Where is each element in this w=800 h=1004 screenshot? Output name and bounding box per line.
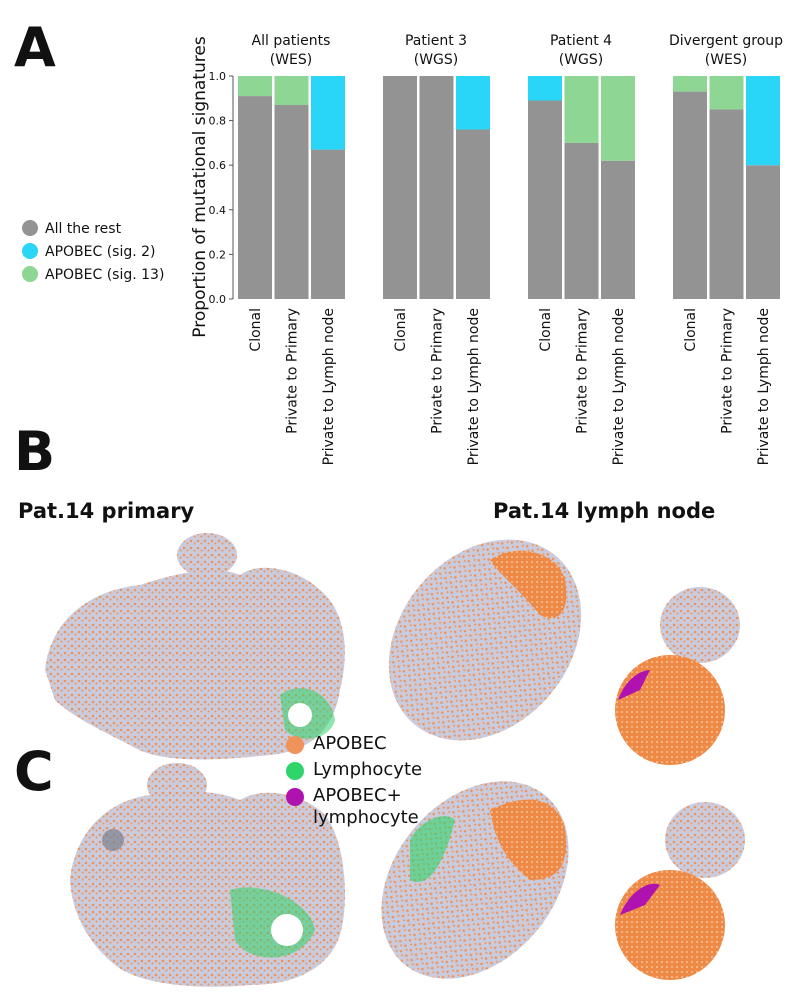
legend-swatch xyxy=(286,762,304,780)
bar-segment xyxy=(709,109,744,299)
bar-segment xyxy=(601,160,635,299)
bar-segment xyxy=(746,76,780,166)
bar-segment xyxy=(528,100,562,299)
bar-segment xyxy=(238,96,272,299)
group-subtitle: (WES) xyxy=(705,52,748,68)
group-subtitle: (WES) xyxy=(270,52,313,68)
image-title: Pat.14 lymph node xyxy=(493,499,715,523)
bar-segment xyxy=(311,76,345,150)
group-title: Divergent group xyxy=(669,33,783,49)
x-tick-label: Clonal xyxy=(248,308,264,352)
panel-letter: C xyxy=(14,740,54,803)
legend-swatch xyxy=(22,220,38,236)
group-title: Patient 3 xyxy=(405,33,467,49)
bar-segment xyxy=(746,165,780,299)
y-tick-label: 0.2 xyxy=(209,248,227,261)
legend-label: APOBEC+ lymphocyte xyxy=(313,785,419,828)
bar-segment xyxy=(383,76,417,299)
legend-label: Lymphocyte xyxy=(313,759,423,780)
bar-segment xyxy=(601,76,635,161)
y-tick-label: 0.4 xyxy=(209,204,227,217)
legend-label: APOBEC xyxy=(313,733,387,754)
y-tick-label: 0.6 xyxy=(209,159,227,172)
bar-segment xyxy=(528,76,562,101)
legend-label: APOBEC (sig. 13) xyxy=(45,267,164,283)
x-tick-label: Clonal xyxy=(683,308,699,352)
x-tick-label: Private to Lymph node xyxy=(611,308,627,465)
y-tick-label: 0.0 xyxy=(209,293,227,306)
bar-segment xyxy=(311,149,345,299)
y-axis-label: Proportion of mutational signatures xyxy=(190,36,210,338)
panel-letter: A xyxy=(14,16,56,79)
group-subtitle: (WGS) xyxy=(414,52,459,68)
x-tick-label: Clonal xyxy=(538,308,554,352)
legend-label: All the rest xyxy=(45,221,122,237)
x-tick-label: Private to Lymph node xyxy=(756,308,772,465)
bar-segment xyxy=(419,76,454,299)
y-tick-label: 0.8 xyxy=(209,115,227,128)
bar-segment xyxy=(274,76,309,105)
tissue-image xyxy=(45,533,740,765)
y-tick-label: 1.0 xyxy=(209,70,227,83)
x-tick-label: Private to Primary xyxy=(575,308,591,434)
legend-label: APOBEC (sig. 2) xyxy=(45,244,156,260)
tissue-image xyxy=(70,763,745,987)
bar-segment xyxy=(673,76,707,92)
legend-swatch xyxy=(286,736,304,754)
x-tick-label: Private to Primary xyxy=(285,308,301,434)
image-title: Pat.14 primary xyxy=(18,499,195,523)
bar-segment xyxy=(673,91,707,299)
bar-segment xyxy=(456,129,490,299)
bar-segment xyxy=(274,104,309,300)
panel-letter: B xyxy=(14,420,55,483)
group-subtitle: (WGS) xyxy=(559,52,604,68)
x-tick-label: Private to Lymph node xyxy=(466,308,482,465)
group-title: Patient 4 xyxy=(550,33,612,49)
x-tick-label: Private to Lymph node xyxy=(321,308,337,465)
x-tick-label: Private to Primary xyxy=(430,308,446,434)
x-tick-label: Clonal xyxy=(393,308,409,352)
legend-swatch xyxy=(22,266,38,282)
bar-segment xyxy=(238,76,272,97)
bar-segment xyxy=(456,76,490,130)
bar-segment xyxy=(564,142,599,299)
legend-swatch xyxy=(22,243,38,259)
group-title: All patients xyxy=(252,33,331,49)
bar-segment xyxy=(709,76,744,110)
x-tick-label: Private to Primary xyxy=(720,308,736,434)
bar-segment xyxy=(564,76,599,143)
legend-swatch xyxy=(286,788,304,806)
